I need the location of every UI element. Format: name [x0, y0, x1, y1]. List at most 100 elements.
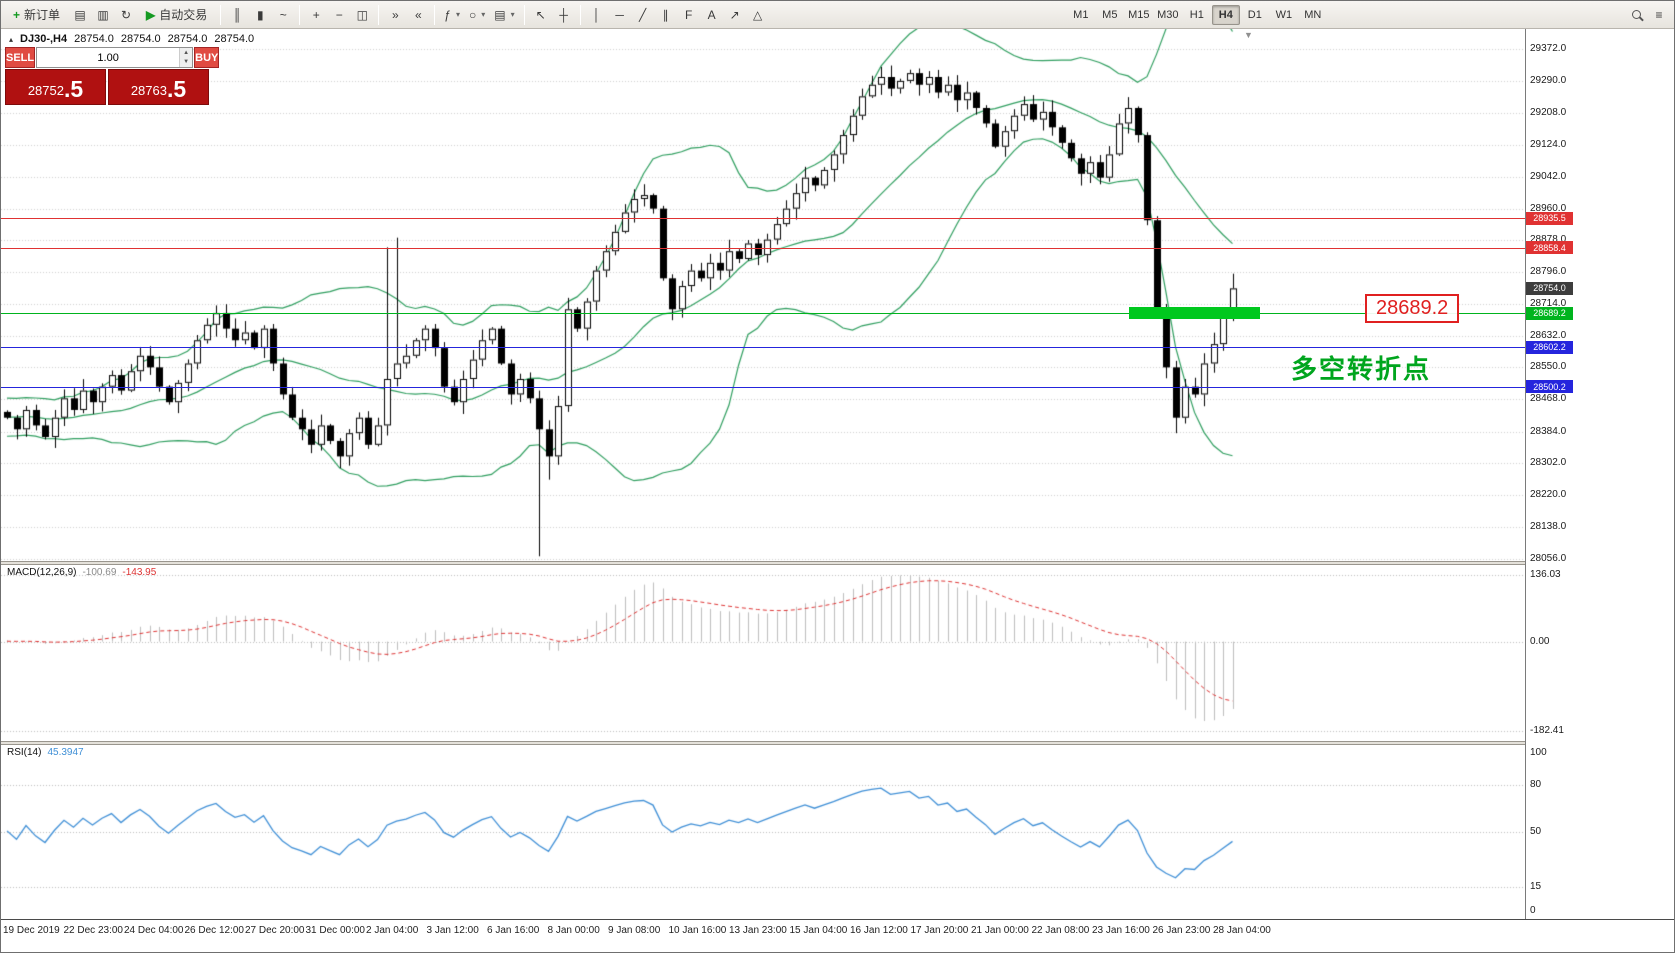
- rsi-value: 45.3947: [47, 747, 84, 758]
- support-zone-highlight[interactable]: [1129, 307, 1260, 320]
- indicators-icon: ƒ: [444, 7, 451, 22]
- panel-splitter[interactable]: [1, 741, 1525, 745]
- refresh-icon: ↻: [121, 7, 132, 22]
- volume-input[interactable]: [37, 48, 180, 67]
- price-scale[interactable]: 29372.0 29290.0 29208.0 29124.0 29042.0 28960…: [1525, 29, 1674, 919]
- fibonacci-button[interactable]: F: [678, 4, 700, 26]
- level-line-28935.5[interactable]: [1, 218, 1525, 219]
- volume-decrease-button[interactable]: ▼: [180, 57, 193, 67]
- price-scale-label: 28220.0: [1530, 489, 1567, 501]
- rsi-scale-label: 100: [1530, 747, 1547, 758]
- time-axis[interactable]: 19 Dec 2019 22 Dec 23:00 24 Dec 04:00 26 De…: [1, 919, 1674, 952]
- periods-button[interactable]: ○ ▾: [465, 4, 489, 26]
- channel-button[interactable]: ∥: [655, 4, 677, 26]
- candlestick-chart-icon: ▮: [256, 7, 264, 22]
- timeframe-mn[interactable]: MN: [1304, 8, 1322, 21]
- panel-toggle-button[interactable]: ≡: [1648, 4, 1670, 26]
- time-axis-label: 19 Dec 2019: [3, 925, 60, 936]
- time-axis-label: 24 Dec 04:00: [124, 925, 184, 936]
- bar-chart-button[interactable]: ║: [226, 4, 248, 26]
- zoom-in-icon: +: [312, 7, 320, 22]
- chart-shift-button[interactable]: «: [407, 4, 429, 26]
- tile-windows-icon: ◫: [356, 7, 368, 22]
- buy-price-button[interactable]: 28763 .5: [108, 69, 209, 105]
- price-callout[interactable]: 28689.2: [1365, 294, 1460, 323]
- rsi-scale-label: 50: [1530, 826, 1542, 837]
- symbol-marker-icon: ▴: [9, 34, 14, 44]
- templates-icon: ▤: [494, 7, 506, 22]
- price-scale-label: 28714.0: [1530, 297, 1567, 309]
- ohlc-high: 28754.0: [120, 33, 161, 45]
- profiles-icon: ▥: [97, 7, 109, 22]
- price-scale-label: 28632.0: [1530, 329, 1567, 341]
- auto-scroll-button[interactable]: »: [384, 4, 406, 26]
- timeframe-h4[interactable]: H4: [1211, 4, 1240, 25]
- zoom-in-button[interactable]: +: [305, 4, 327, 26]
- new-order-button[interactable]: + 新订单: [5, 4, 68, 26]
- macd-scale-label: 136.03: [1530, 569, 1561, 580]
- tile-windows-button[interactable]: ◫: [351, 4, 373, 26]
- auto-trading-button[interactable]: ▶ 自动交易: [138, 4, 215, 26]
- text-button[interactable]: A: [701, 4, 723, 26]
- buy-button[interactable]: BUY: [194, 47, 220, 68]
- timeframe-m5[interactable]: M5: [1102, 8, 1118, 21]
- templates-button[interactable]: ▤ ▾: [490, 4, 518, 26]
- time-axis-label: 3 Jan 12:00: [426, 925, 479, 936]
- time-axis-label: 22 Jan 08:00: [1031, 925, 1090, 936]
- vertical-line-button[interactable]: │: [586, 4, 608, 26]
- toolbar-separator: [434, 4, 436, 25]
- zoom-out-button[interactable]: −: [328, 4, 350, 26]
- candlestick-chart-button[interactable]: ▮: [249, 4, 271, 26]
- macd-value-main: -100.69: [82, 567, 117, 578]
- chart-shift-icon: «: [414, 7, 422, 22]
- trendline-icon: ╱: [638, 7, 647, 22]
- level-line-28858.4[interactable]: [1, 248, 1525, 249]
- level-line-28602.2[interactable]: [1, 347, 1525, 348]
- trend-note[interactable]: 多空转折点: [1291, 354, 1432, 384]
- indicators-button[interactable]: ƒ ▾: [440, 4, 464, 26]
- auto-trading-icon: ▶: [146, 7, 156, 22]
- price-badge-28602.2: 28602.2: [1526, 340, 1573, 354]
- time-axis-label: 2 Jan 04:00: [366, 925, 419, 936]
- rsi-panel-canvas[interactable]: [1, 745, 1525, 919]
- time-axis-label: 17 Jan 20:00: [910, 925, 969, 936]
- main-chart-canvas[interactable]: [1, 29, 1525, 561]
- horizontal-line-button[interactable]: ─: [609, 4, 631, 26]
- timeframe-m15[interactable]: M15: [1128, 8, 1150, 21]
- rsi-scale-label: 80: [1530, 778, 1542, 790]
- sell-price-button[interactable]: 28752 .5: [5, 69, 106, 105]
- timeframe-w1[interactable]: W1: [1275, 8, 1293, 21]
- line-chart-button[interactable]: ~: [272, 4, 294, 26]
- search-button[interactable]: [1625, 4, 1647, 26]
- profiles-button[interactable]: ▥: [92, 4, 114, 26]
- timeframe-h1[interactable]: H1: [1189, 8, 1204, 21]
- panel-splitter[interactable]: [1, 561, 1525, 565]
- macd-panel-canvas[interactable]: [1, 565, 1525, 741]
- new-chart-button[interactable]: ▤: [69, 4, 91, 26]
- time-axis-label: 13 Jan 23:00: [729, 925, 787, 936]
- trendline-button[interactable]: ╱: [632, 4, 654, 26]
- price-scale-label: 28056.0: [1530, 552, 1567, 564]
- panel-toggle-icon: ≡: [1655, 7, 1663, 22]
- volume-increase-button[interactable]: ▲: [180, 48, 193, 58]
- refresh-button[interactable]: ↻: [115, 4, 137, 26]
- symbol-header: ▴ DJ30-,H4 28754.0 28754.0 28754.0 28754…: [9, 33, 254, 45]
- volume-spinner: ▲ ▼: [179, 48, 193, 67]
- arrow-tool-button[interactable]: ↗: [724, 4, 746, 26]
- price-scale-label: 28878.0: [1530, 234, 1567, 246]
- price-badge-28689.2: 28689.2: [1526, 306, 1573, 320]
- level-line-28689.2[interactable]: [1, 313, 1525, 314]
- level-line-28500.2[interactable]: [1, 387, 1525, 388]
- time-axis-label: 23 Jan 16:00: [1092, 925, 1150, 936]
- time-axis-label: 6 Jan 16:00: [487, 925, 540, 936]
- timeframe-d1[interactable]: D1: [1247, 8, 1262, 21]
- chart-shift-marker-icon: ▼: [1244, 30, 1253, 40]
- chevron-down-icon: ▾: [510, 10, 515, 19]
- cursor-button[interactable]: ↖: [530, 4, 552, 26]
- timeframe-m1[interactable]: M1: [1073, 8, 1089, 21]
- crosshair-button[interactable]: ┼: [553, 4, 575, 26]
- shapes-button[interactable]: △: [747, 4, 769, 26]
- timeframe-m30[interactable]: M30: [1157, 8, 1179, 21]
- timeframe-group: M1 M5 M15 M30 H1 H4 D1 W1 MN: [1067, 4, 1327, 25]
- sell-button[interactable]: SELL: [5, 47, 36, 68]
